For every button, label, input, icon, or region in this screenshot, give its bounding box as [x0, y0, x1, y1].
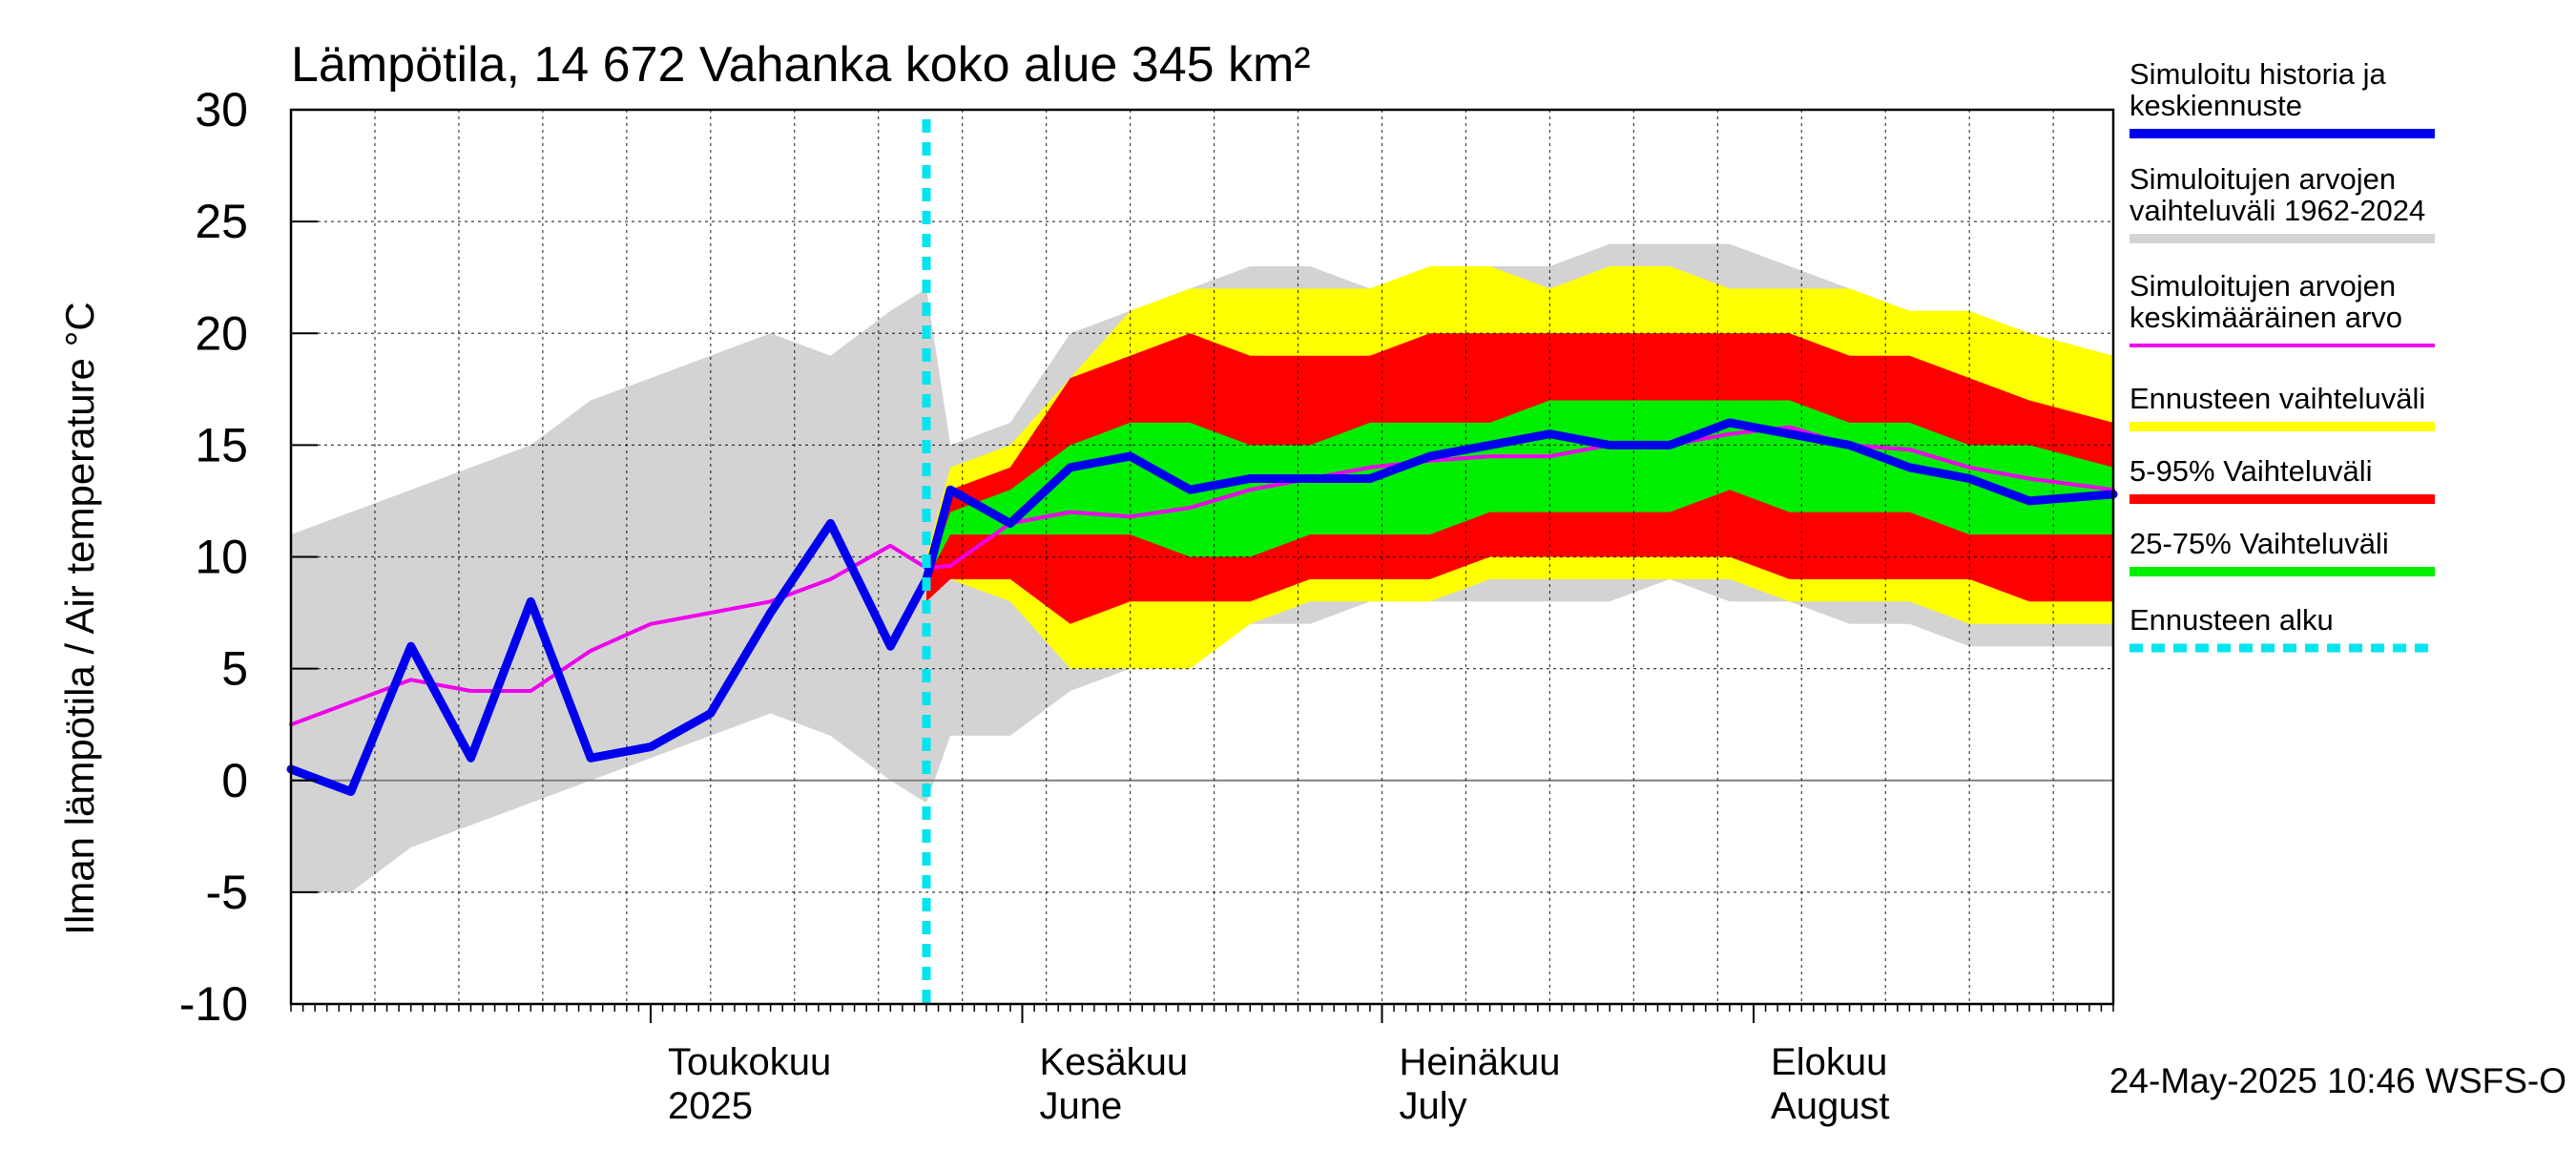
- axes-layer: -10-5051015202530Toukokuu2025KesäkuuJune…: [179, 83, 2115, 1127]
- legend-label: Ennusteen vaihteluväli: [2129, 382, 2425, 415]
- footer-timestamp: 24-May-2025 10:46 WSFS-O: [2109, 1061, 2566, 1100]
- legend-label: keskimääräinen arvo: [2129, 301, 2402, 334]
- y-tick-label: 10: [195, 531, 248, 584]
- bands-layer: [291, 243, 2113, 892]
- legend-label: vaihteluväli 1962-2024: [2129, 194, 2425, 227]
- y-tick-label: -10: [179, 977, 248, 1031]
- y-tick-label: 15: [195, 418, 248, 471]
- legend-label: Simuloitujen arvojen: [2129, 269, 2396, 303]
- legend-label: Simuloitu historia ja: [2129, 57, 2387, 91]
- x-month-label: Kesäkuu: [1040, 1041, 1189, 1083]
- legend-label: Simuloitujen arvojen: [2129, 162, 2396, 196]
- y-tick-label: -5: [206, 866, 248, 919]
- x-month-sublabel: July: [1399, 1085, 1466, 1127]
- x-month-sublabel: August: [1771, 1085, 1890, 1127]
- legend-label: keskiennuste: [2129, 89, 2302, 122]
- y-tick-label: 0: [221, 754, 248, 807]
- x-month-label: Toukokuu: [668, 1041, 831, 1083]
- chart-title: Lämpötila, 14 672 Vahanka koko alue 345 …: [291, 37, 1311, 93]
- x-month-label: Elokuu: [1771, 1041, 1887, 1083]
- x-month-label: Heinäkuu: [1399, 1041, 1560, 1083]
- x-month-sublabel: 2025: [668, 1085, 753, 1127]
- lines-layer: [286, 119, 2118, 1004]
- y-tick-label: 20: [195, 306, 248, 360]
- y-tick-label: 5: [221, 642, 248, 696]
- legend-label: 5-95% Vaihteluväli: [2129, 454, 2372, 488]
- y-tick-label: 30: [195, 83, 248, 136]
- y-axis-label: Ilman lämpötila / Air temperature °C: [57, 302, 102, 934]
- legend-label: 25-75% Vaihteluväli: [2129, 527, 2389, 560]
- legend-label: Ennusteen alku: [2129, 603, 2334, 637]
- y-tick-label: 25: [195, 195, 248, 248]
- simulated-line: [286, 418, 2118, 796]
- x-month-sublabel: June: [1040, 1085, 1123, 1127]
